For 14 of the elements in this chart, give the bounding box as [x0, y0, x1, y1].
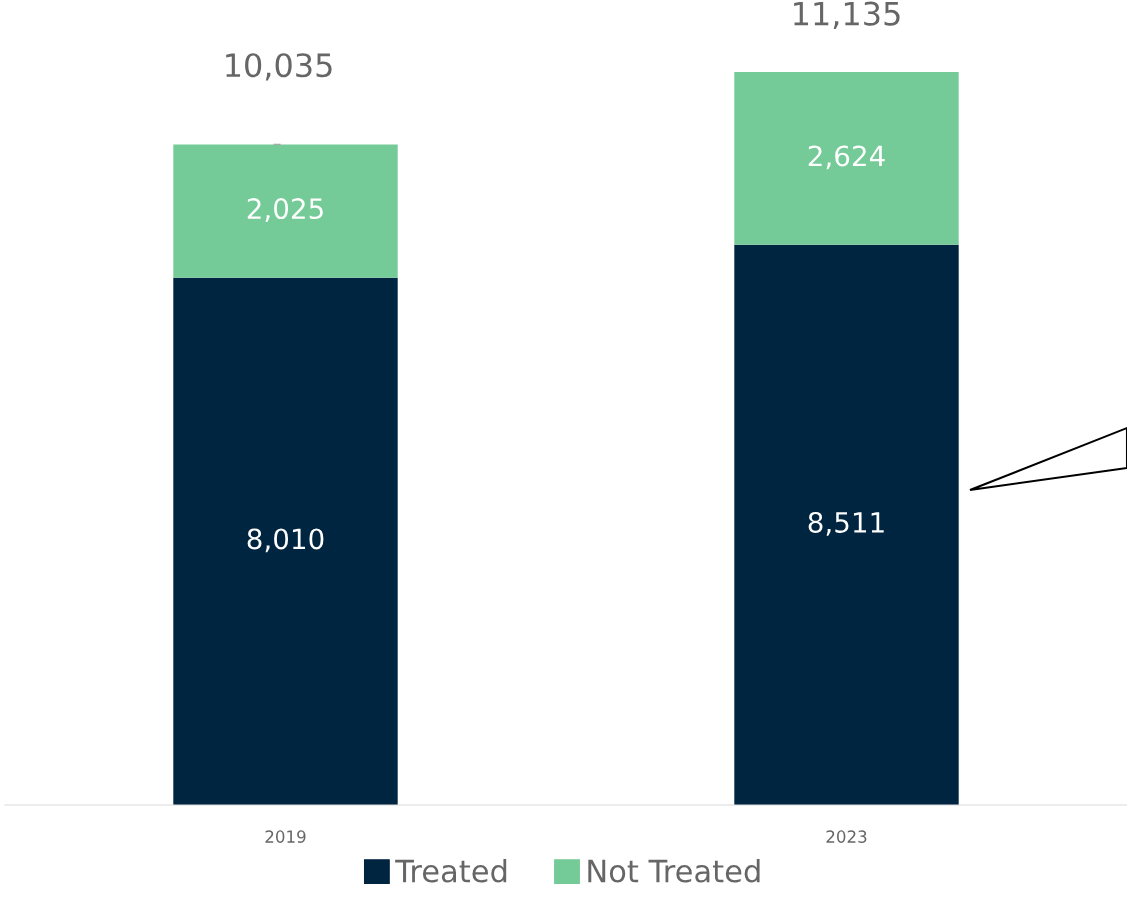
data-label: 2,624 — [808, 145, 885, 170]
total-label: 10,035 — [226, 53, 332, 81]
bar — [734, 244, 959, 805]
total-label: 11,135 — [794, 1, 900, 29]
legend-label: Treated — [395, 858, 507, 883]
bar — [173, 144, 398, 278]
bar — [734, 72, 959, 245]
bar — [173, 277, 398, 805]
data-label: 2,025 — [247, 198, 323, 222]
legend-label: Not Treated — [588, 858, 760, 883]
x-tick-label: 2019 — [265, 830, 306, 843]
x-tick-label: 2023 — [826, 830, 867, 843]
data-label: 8,511 — [808, 511, 884, 536]
data-label: 8,010 — [247, 528, 324, 553]
